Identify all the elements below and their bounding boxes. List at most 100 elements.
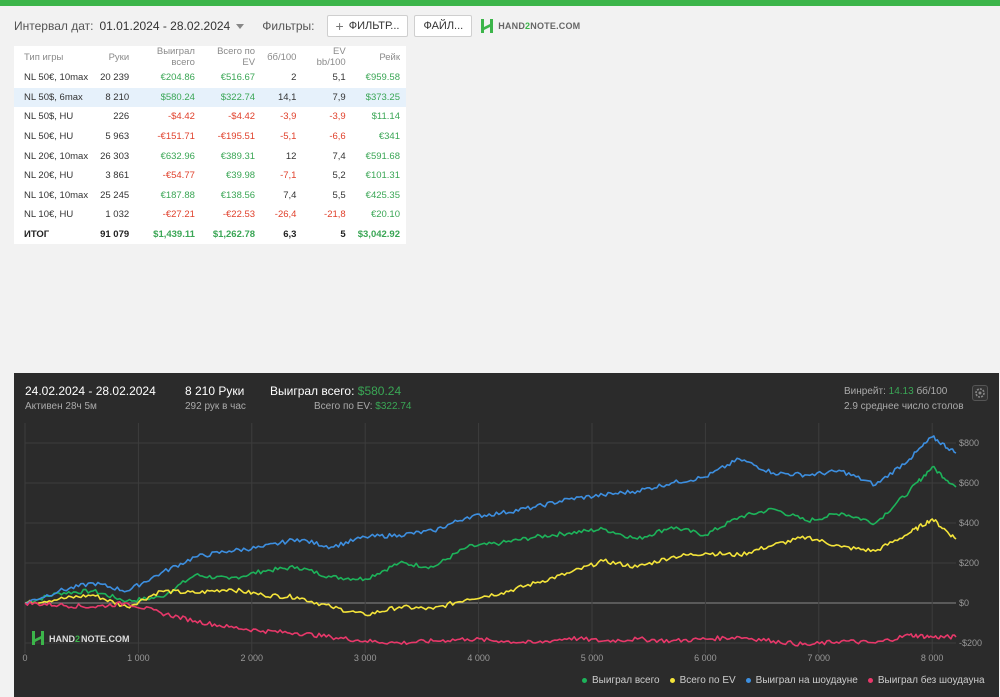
legend-item[interactable]: Выиграл всего (582, 675, 660, 686)
session-dates: 24.02.2024 - 28.02.2024 (25, 384, 156, 398)
legend-item[interactable]: Выиграл на шоудауне (745, 675, 858, 686)
table-cell-rake: $11.14 (371, 111, 400, 123)
table-cell-ev: -€22.53 (222, 209, 256, 221)
table-cell-ev: €389.31 (220, 150, 256, 162)
session-won-value: $580.24 (357, 384, 402, 398)
y-tick-label: $0 (959, 598, 969, 608)
chart-legend: Выиграл всего Всего по EV Выиграл на шоуда… (582, 675, 995, 686)
table-cell-bb100: 12 (285, 150, 297, 162)
session-avg-tables: 2.9 среднее число столов (844, 401, 964, 412)
table-cell-game: NL 50$, HU (24, 111, 74, 123)
table-cell-evbb: 5,2 (332, 170, 346, 182)
table-cell-evbb: 5,1 (332, 72, 346, 84)
table-cell-rake: €101.31 (365, 170, 400, 182)
y-tick-label: $600 (959, 478, 979, 488)
winrate-unit: бб/100 (916, 386, 948, 397)
header-hands[interactable]: Руки (108, 51, 130, 63)
table-row[interactable]: NL 10€, 10max 25 245 €187.88 €138.56 7,4 5,5 €… (14, 186, 406, 206)
winrate-value: 14.13 (888, 386, 914, 397)
series-line-0 (24, 465, 957, 604)
table-row[interactable]: NL 50€, HU 5 963 -€151.71 -€195.51 -5,1 -6,6 €… (14, 127, 406, 147)
gear-icon (975, 388, 985, 398)
legend-item[interactable]: Выиграл без шоудауна (867, 675, 985, 686)
table-cell-rake: €591.68 (365, 150, 400, 162)
header-won-total[interactable]: Выиграл всего (156, 46, 195, 68)
table-cell-game: NL 50$, 6max (14, 87, 95, 108)
table-cell-ev: €516.67 (220, 72, 256, 84)
table-cell-evbb: -3,9 (329, 111, 346, 123)
file-button[interactable]: ФАЙЛ... (414, 15, 473, 37)
filter-toolbar: Интервал дат: 01.01.2024 - 28.02.2024 Фи… (14, 14, 580, 38)
chart-settings-button[interactable] (972, 385, 988, 401)
x-tick-label: 7 000 (808, 653, 831, 663)
table-cell-bb100: -3,9 (280, 111, 297, 123)
session-active-time: Активен 28ч 5м (25, 401, 97, 412)
winrate-label: Винрейт: (844, 386, 886, 397)
svg-text:2: 2 (75, 634, 80, 644)
table-cell-game: NL 20€, 10max (24, 150, 89, 162)
hand2note-logo: HAND2NOTE.COM (480, 18, 580, 34)
table-row[interactable]: NL 50€, 10max 20 239 €204.86 €516.67 2 5,1 €95… (14, 68, 406, 88)
legend-dot-icon (669, 678, 675, 683)
legend-label: Выиграл на шоудауне (755, 675, 858, 686)
legend-item[interactable]: Всего по EV (669, 675, 736, 686)
table-cell-won: $580.24 (135, 87, 201, 108)
file-button-label: ФАЙЛ... (423, 20, 464, 32)
legend-label: Выиграл без шоудауна (877, 675, 985, 686)
header-ev-total[interactable]: Всего по EV (217, 46, 256, 68)
header-bb100[interactable]: бб/100 (267, 51, 297, 63)
table-cell-won: -$4.42 (167, 111, 195, 123)
x-tick-label: 5 000 (581, 653, 604, 663)
session-ev-value: $322.74 (375, 401, 412, 412)
stats-table-panel: Тип игры Руки Выиграл всего Всего по EV … (14, 46, 406, 245)
table-cell-won: €204.86 (160, 72, 195, 84)
table-cell-game: NL 10€, 10max (24, 189, 89, 201)
stats-header-row: Тип игры Руки Выиграл всего Всего по EV … (14, 46, 406, 68)
table-cell-ev: $322.74 (200, 87, 262, 108)
total-cell-won: $1,439.11 (153, 229, 195, 241)
x-tick-label: 6 000 (694, 653, 717, 663)
x-tick-label: 2 000 (241, 653, 264, 663)
table-cell-ev: -€195.51 (217, 131, 256, 143)
total-cell-ev: $1,262.78 (212, 229, 256, 241)
table-cell-won: €187.88 (160, 189, 195, 201)
table-cell-ev: €39.98 (226, 170, 256, 182)
filter-button[interactable]: + ФИЛЬТР... (326, 15, 409, 37)
chart-watermark-logo: HAND 2 NOTE.COM (32, 631, 130, 645)
table-cell-game: NL 10€, HU (24, 209, 74, 221)
session-won: Выиграл всего: $580.24 (270, 384, 401, 398)
series-line-3 (24, 601, 957, 647)
table-cell-hands: 25 245 (100, 189, 130, 201)
table-row[interactable]: NL 50$, 6max 8 210 $580.24 $322.74 14,1 7,9 $3… (14, 87, 406, 108)
table-row[interactable]: NL 50$, HU 226 -$4.42 -$4.42 -3,9 -3,9 $11.14 (14, 107, 406, 127)
session-hands-per-hour: 292 рук в час (185, 401, 246, 412)
table-row[interactable]: NL 20€, 10max 26 303 €632.96 €389.31 12 7,4 €5… (14, 146, 406, 166)
table-row[interactable]: NL 20€, HU 3 861 -€54.77 €39.98 -7,1 5,2 €101.… (14, 166, 406, 186)
table-cell-ev: -$4.42 (228, 111, 256, 123)
table-total-row: ИТОГ 91 079 $1,439.11 $1,262.78 6,3 5 $3,042.9… (14, 225, 406, 245)
svg-text:NOTE.COM: NOTE.COM (81, 634, 130, 644)
date-interval-select[interactable]: 01.01.2024 - 28.02.2024 (99, 19, 245, 33)
header-rake[interactable]: Рейк (379, 51, 400, 63)
stats-table: Тип игры Руки Выиграл всего Всего по EV … (14, 46, 406, 244)
table-cell-ev: €138.56 (220, 189, 256, 201)
table-cell-rake: €425.35 (365, 189, 400, 201)
legend-label: Всего по EV (679, 675, 736, 686)
profit-chart: 0 1 000 2 000 3 000 4 000 5 000 6 000 7 000 8 00… (22, 423, 982, 663)
filter-button-label: ФИЛЬТР... (348, 20, 400, 32)
header-game-type[interactable]: Тип игры (24, 51, 64, 63)
table-cell-bb100: -5,1 (280, 131, 297, 143)
table-cell-bb100: 14,1 (261, 87, 303, 108)
top-accent-bar (0, 0, 1000, 6)
table-cell-hands: 5 963 (105, 131, 130, 143)
table-cell-bb100: 7,4 (283, 189, 297, 201)
table-row[interactable]: NL 10€, HU 1 032 -€27.21 -€22.53 -26,4 -21,8 €… (14, 205, 406, 225)
table-cell-evbb: -21,8 (324, 209, 346, 221)
table-cell-won: €632.96 (160, 150, 195, 162)
date-interval-label: Интервал дат: (14, 19, 94, 33)
header-ev-bb100[interactable]: EV bb/100 (316, 46, 346, 68)
table-cell-rake: €959.58 (365, 72, 400, 84)
plus-icon: + (335, 18, 344, 34)
table-cell-hands: 26 303 (100, 150, 130, 162)
series-line-2 (24, 435, 957, 605)
